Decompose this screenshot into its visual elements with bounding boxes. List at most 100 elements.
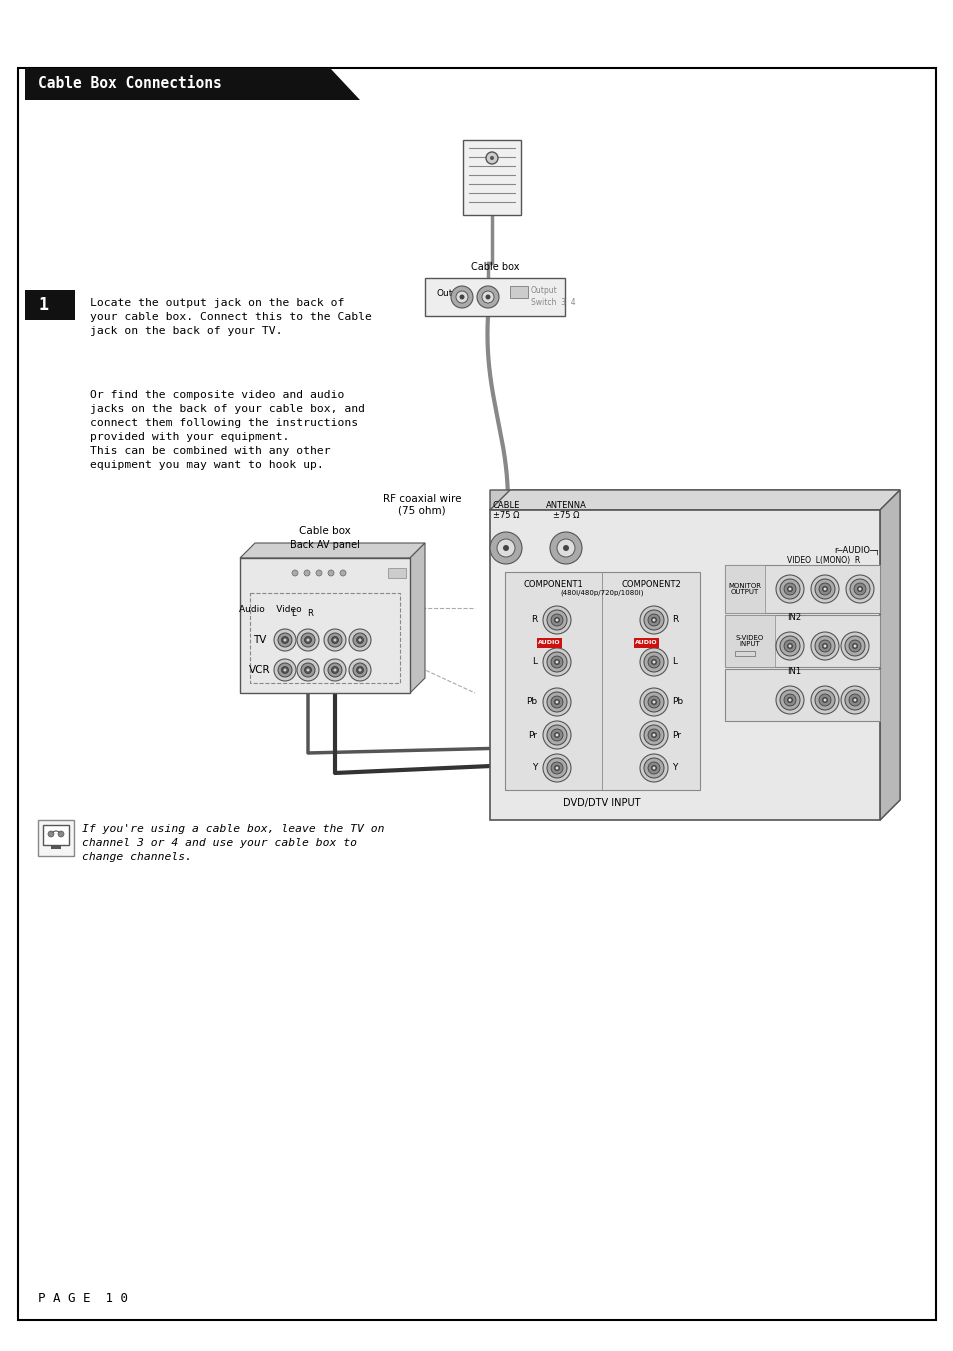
Text: Pb: Pb [671, 697, 682, 707]
Circle shape [562, 544, 568, 551]
Circle shape [304, 636, 312, 643]
Circle shape [783, 694, 795, 707]
Circle shape [814, 636, 834, 657]
Circle shape [810, 686, 838, 713]
Circle shape [856, 586, 862, 592]
Bar [51, 844, 61, 848]
Circle shape [814, 580, 834, 598]
Circle shape [788, 644, 791, 647]
Circle shape [476, 286, 498, 308]
Circle shape [296, 630, 318, 651]
Bar [537, 638, 561, 648]
Circle shape [301, 634, 314, 647]
Circle shape [643, 611, 663, 630]
Text: Y: Y [531, 763, 537, 773]
Circle shape [849, 580, 869, 598]
Bar [724, 669, 879, 721]
Bar [38, 820, 74, 857]
Polygon shape [410, 543, 424, 693]
Text: R: R [671, 616, 678, 624]
Text: CABLE
±75 Ω: CABLE ±75 Ω [492, 501, 519, 520]
Circle shape [821, 643, 827, 648]
Circle shape [551, 730, 562, 740]
Text: TV: TV [253, 635, 267, 644]
Circle shape [358, 669, 361, 671]
Text: COMPONENT1: COMPONENT1 [522, 580, 582, 589]
Circle shape [841, 632, 868, 661]
Circle shape [551, 762, 562, 774]
Circle shape [502, 544, 509, 551]
Text: Pb: Pb [525, 697, 537, 707]
Circle shape [783, 640, 795, 653]
Circle shape [485, 295, 490, 300]
Circle shape [490, 532, 521, 563]
Circle shape [551, 696, 562, 708]
Circle shape [48, 831, 54, 838]
Circle shape [324, 630, 346, 651]
Text: Back AV panel: Back AV panel [290, 540, 359, 550]
Circle shape [542, 607, 571, 634]
Text: IN1: IN1 [786, 667, 801, 676]
Text: Switch  3  4: Switch 3 4 [531, 299, 575, 307]
Circle shape [542, 648, 571, 676]
Circle shape [481, 290, 494, 303]
Circle shape [780, 690, 800, 711]
Text: ANTENNA
±75 Ω: ANTENNA ±75 Ω [545, 501, 586, 520]
Circle shape [334, 669, 336, 671]
Circle shape [780, 636, 800, 657]
Circle shape [304, 666, 312, 674]
Circle shape [853, 698, 856, 701]
Circle shape [551, 613, 562, 626]
Circle shape [652, 619, 655, 621]
Text: Out: Out [436, 289, 453, 297]
Circle shape [818, 640, 830, 653]
Circle shape [851, 643, 857, 648]
Text: Output: Output [531, 286, 558, 295]
Text: Locate the output jack on the back of
your cable box. Connect this to the Cable
: Locate the output jack on the back of yo… [90, 299, 372, 336]
Circle shape [639, 607, 667, 634]
Circle shape [542, 721, 571, 748]
Text: r─AUDIO─┐: r─AUDIO─┐ [833, 546, 879, 555]
Circle shape [788, 698, 791, 701]
Text: Pr: Pr [527, 731, 537, 739]
Text: DVD/DTV INPUT: DVD/DTV INPUT [562, 798, 640, 808]
Text: MONITOR
OUTPUT: MONITOR OUTPUT [728, 582, 760, 596]
Circle shape [542, 754, 571, 782]
Circle shape [485, 153, 497, 163]
Circle shape [306, 639, 309, 642]
Circle shape [652, 701, 655, 704]
Circle shape [277, 634, 292, 647]
Circle shape [650, 617, 657, 623]
Text: L: L [671, 658, 677, 666]
Text: L: L [532, 658, 537, 666]
Text: Y: Y [671, 763, 677, 773]
Circle shape [334, 639, 336, 642]
Circle shape [328, 663, 341, 677]
Circle shape [810, 576, 838, 603]
Text: (480i/480p/720p/1080i): (480i/480p/720p/1080i) [559, 590, 643, 597]
Circle shape [451, 286, 473, 308]
Circle shape [841, 686, 868, 713]
Circle shape [554, 765, 559, 771]
Circle shape [639, 688, 667, 716]
Circle shape [356, 666, 363, 674]
Circle shape [822, 698, 825, 701]
Circle shape [339, 570, 346, 576]
Circle shape [546, 725, 566, 744]
Bar [634, 638, 659, 648]
Bar [25, 290, 61, 320]
Circle shape [848, 640, 861, 653]
Circle shape [358, 639, 361, 642]
Circle shape [844, 690, 864, 711]
Circle shape [821, 586, 827, 592]
Circle shape [858, 588, 861, 590]
Circle shape [786, 586, 792, 592]
Circle shape [639, 648, 667, 676]
Circle shape [647, 730, 659, 740]
Circle shape [554, 698, 559, 705]
Circle shape [555, 661, 558, 663]
Circle shape [554, 732, 559, 738]
Bar [510, 286, 527, 299]
Bar [724, 615, 879, 667]
Circle shape [822, 644, 825, 647]
